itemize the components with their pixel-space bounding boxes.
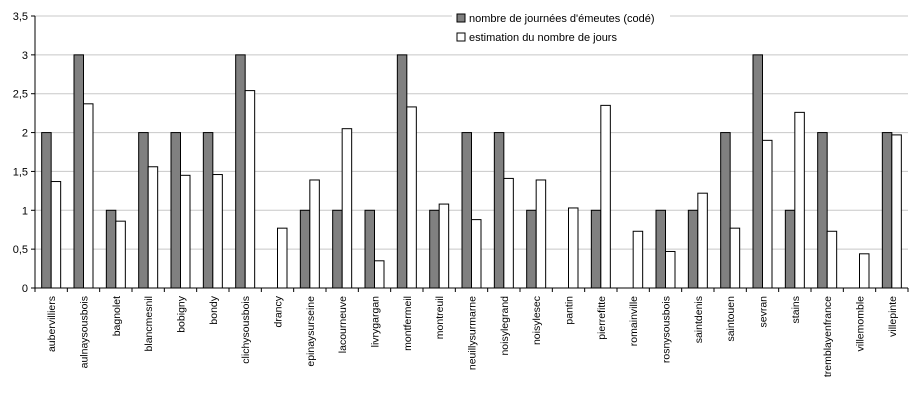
- y-tick-label: 2: [22, 128, 28, 140]
- x-category-label: aubervilliers: [46, 296, 58, 352]
- legend-swatch-estimate: [456, 32, 466, 42]
- bar-estimated-days: [147, 166, 159, 289]
- legend-box: [452, 10, 670, 46]
- bar-estimated-days: [503, 177, 514, 289]
- legend-swatch-coded: [456, 13, 466, 23]
- bar-riot-days-coded: [526, 209, 537, 289]
- bar-estimated-days: [244, 90, 256, 289]
- y-tick-label: 0: [22, 283, 28, 295]
- y-tick-label: 2,5: [13, 89, 28, 101]
- bar-estimated-days: [632, 230, 644, 289]
- bar-riot-days-coded: [364, 209, 375, 289]
- bar-estimated-days: [212, 174, 223, 289]
- bar-riot-days-coded: [655, 209, 666, 289]
- bars: [41, 54, 902, 289]
- bar-riot-days-coded: [687, 209, 699, 289]
- x-category-label: montfermeil: [402, 296, 414, 351]
- legend-label-estimate: estimation du nombre de jours: [469, 32, 617, 44]
- bar-estimated-days: [438, 203, 450, 289]
- x-category-label: rosnysousbois: [661, 296, 673, 363]
- bar-estimated-days: [83, 103, 94, 289]
- bar-estimated-days: [277, 227, 288, 289]
- bar-estimated-days: [568, 207, 579, 289]
- bar-estimated-days: [697, 192, 708, 289]
- bar-riot-days-coded: [299, 209, 311, 289]
- y-tick-label: 3,5: [13, 11, 28, 23]
- bar-estimated-days: [374, 260, 385, 289]
- x-category-label: villepinte: [887, 296, 899, 337]
- x-category-label: aulnaysousbois: [79, 296, 91, 368]
- bar-riot-days-coded: [202, 132, 214, 289]
- x-category-label: sevran: [758, 296, 770, 328]
- y-tick-label: 1: [22, 205, 28, 217]
- bar-estimated-days: [180, 174, 191, 289]
- x-category-label: noisylesec: [531, 296, 543, 345]
- x-category-label: montreuil: [434, 296, 446, 339]
- x-category-label: drancy: [273, 295, 285, 327]
- bar-estimated-days: [600, 104, 611, 289]
- x-category-label: livrygargan: [370, 296, 382, 348]
- bar-estimated-days: [50, 181, 62, 289]
- x-category-label: noisylegrand: [499, 296, 511, 356]
- x-category-label: clichysousbois: [240, 296, 252, 364]
- x-category-label: stains: [790, 296, 802, 323]
- bar-estimated-days: [406, 106, 417, 289]
- legend-label-coded: nombre de journées d'émeutes (codé): [469, 13, 655, 25]
- bar-riot-days-coded: [817, 132, 828, 289]
- bar-riot-days-coded: [138, 132, 149, 289]
- bar-riot-days-coded: [720, 132, 731, 289]
- x-category-label: bagnolet: [111, 296, 123, 336]
- x-category-label: romainville: [628, 296, 640, 346]
- bar-riot-days-coded: [752, 54, 763, 289]
- y-tick-labels: 0 0,5 1 1,5 2 2,5 3 3,5: [13, 11, 35, 295]
- bar-estimated-days: [115, 220, 126, 289]
- bar-estimated-days: [665, 250, 676, 289]
- bar-riot-days-coded: [784, 209, 796, 289]
- bar-riot-days-coded: [493, 132, 505, 289]
- x-category-label: bobigny: [176, 295, 188, 333]
- x-category-label: neuillysurmarne: [467, 296, 479, 370]
- bar-estimated-days: [891, 134, 902, 289]
- bar-riot-days-coded: [881, 132, 893, 289]
- bar-estimated-days: [859, 253, 870, 289]
- y-tick-label: 0,5: [13, 244, 28, 256]
- axes: [34, 16, 909, 292]
- bar-riot-days-coded: [590, 209, 602, 289]
- bar-riot-days-coded: [105, 209, 117, 289]
- x-category-label: pantin: [564, 296, 576, 325]
- x-category-label: blancmesnil: [143, 296, 155, 351]
- x-category-label: epinaysurseine: [305, 296, 317, 367]
- bar-riot-days-coded: [429, 209, 440, 289]
- bar-estimated-days: [471, 219, 482, 289]
- x-category-label: tremblayenfrance: [822, 296, 834, 377]
- x-category-label: saintdenis: [693, 296, 705, 343]
- bar-riot-days-coded: [396, 54, 408, 289]
- x-category-label: pierrefitte: [596, 296, 608, 340]
- bar-estimated-days: [535, 179, 547, 289]
- bar-estimated-days: [309, 179, 320, 289]
- x-category-label: saintouen: [725, 296, 737, 342]
- bar-riot-days-coded: [332, 209, 343, 289]
- bar-riot-days-coded: [170, 132, 181, 289]
- bar-estimated-days: [826, 230, 838, 289]
- x-category-label: lacourneuve: [337, 296, 349, 353]
- legend: nombre de journées d'émeutes (codé) estim…: [452, 10, 670, 46]
- bar-riot-days-coded: [73, 54, 84, 289]
- bar-estimated-days: [729, 227, 741, 289]
- bar-riot-days-coded: [41, 132, 52, 289]
- bar-riot-days-coded: [461, 132, 472, 289]
- x-category-label: bondy: [208, 295, 220, 324]
- bar-estimated-days: [341, 128, 353, 289]
- y-tick-label: 3: [22, 50, 28, 62]
- bar-estimated-days: [762, 139, 773, 289]
- x-tick-labels: aubervilliers aulnaysousbois bagnolet blanc…: [46, 295, 899, 377]
- x-category-label: villemomble: [855, 296, 867, 352]
- y-tick-label: 1,5: [13, 166, 28, 178]
- bar-estimated-days: [794, 111, 805, 289]
- bar-riot-days-coded: [235, 54, 246, 289]
